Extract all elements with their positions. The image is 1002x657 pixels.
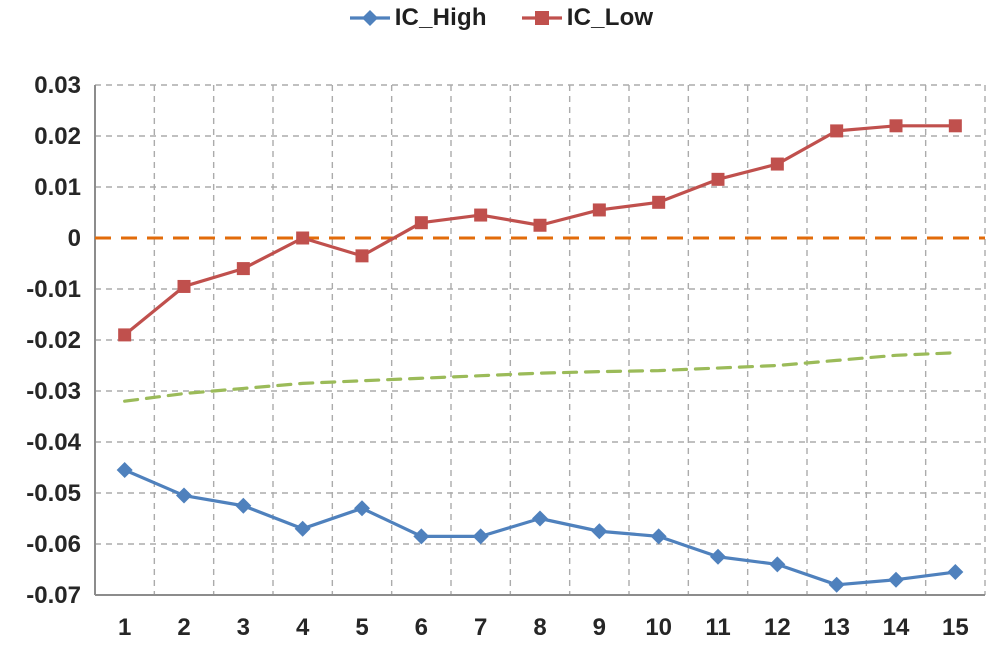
y-axis-tick-label: -0.06 bbox=[26, 531, 81, 558]
x-axis-tick-label: 13 bbox=[823, 614, 850, 641]
x-axis-tick-label: 7 bbox=[474, 614, 487, 641]
x-axis-tick-label: 5 bbox=[355, 614, 368, 641]
x-axis-tick-label: 4 bbox=[296, 614, 310, 641]
chart-legend: IC_High IC_Low bbox=[0, 4, 1002, 32]
ic-low-legend-marker-icon bbox=[521, 11, 562, 25]
x-axis-tick-label: 9 bbox=[593, 614, 606, 641]
y-axis-tick-label: -0.03 bbox=[26, 378, 81, 405]
legend-item-ic-low: IC_Low bbox=[521, 4, 654, 32]
y-axis-tick-label: -0.05 bbox=[26, 480, 81, 507]
x-axis-tick-label: 15 bbox=[942, 614, 969, 641]
x-axis-tick-label: 3 bbox=[237, 614, 250, 641]
y-axis-tick-label: 0.02 bbox=[34, 123, 81, 150]
y-axis-tick-label: -0.04 bbox=[26, 429, 81, 456]
y-axis-tick-label: -0.02 bbox=[26, 327, 81, 354]
ic-high-legend-marker-icon bbox=[349, 10, 390, 26]
x-axis-tick-label: 11 bbox=[705, 614, 730, 641]
x-axis-tick-label: 6 bbox=[415, 614, 428, 641]
legend-label-ic-low: IC_Low bbox=[566, 4, 654, 31]
y-axis-tick-label: -0.07 bbox=[26, 582, 81, 609]
x-axis-tick-label: 2 bbox=[177, 614, 190, 641]
x-axis-tick-label: 1 bbox=[118, 614, 131, 641]
x-axis-tick-label: 10 bbox=[645, 614, 672, 641]
legend-label-ic-high: IC_High bbox=[394, 4, 487, 31]
y-axis-tick-label: 0 bbox=[68, 225, 81, 252]
x-axis-tick-label: 14 bbox=[883, 614, 910, 641]
legend-item-ic-high: IC_High bbox=[349, 4, 487, 32]
x-axis-tick-label: 8 bbox=[533, 614, 546, 641]
x-axis-tick-label: 12 bbox=[764, 614, 791, 641]
y-axis-tick-label: -0.01 bbox=[26, 276, 81, 303]
y-axis-tick-label: 0.01 bbox=[34, 174, 81, 201]
y-axis-tick-label: 0.03 bbox=[34, 72, 81, 99]
